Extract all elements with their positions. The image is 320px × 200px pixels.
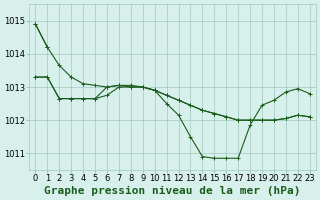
X-axis label: Graphe pression niveau de la mer (hPa): Graphe pression niveau de la mer (hPa) xyxy=(44,186,301,196)
